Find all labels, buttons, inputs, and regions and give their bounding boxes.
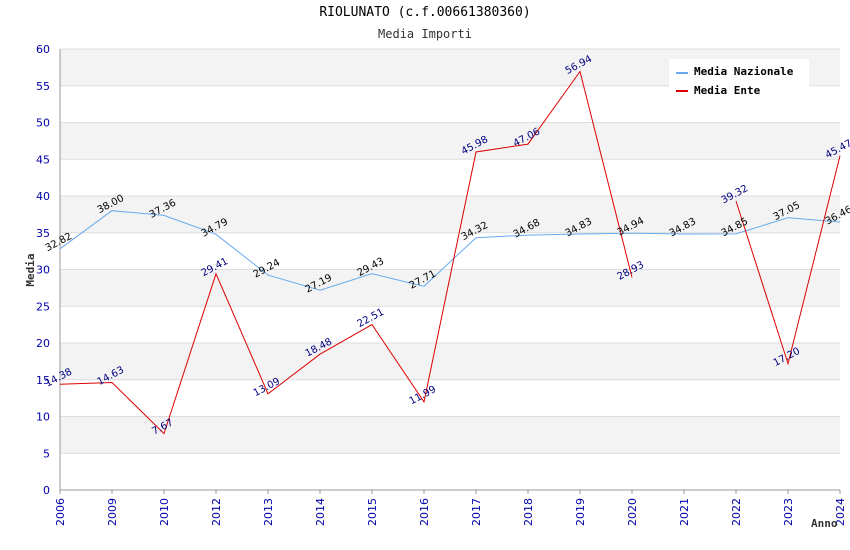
y-tick-label: 15 bbox=[36, 374, 50, 387]
legend-label-nazionale: Media Nazionale bbox=[694, 65, 794, 78]
x-tick-label: 2013 bbox=[262, 498, 275, 526]
legend: Media Nazionale Media Ente bbox=[669, 59, 809, 101]
series-line-media-nazionale bbox=[59, 210, 841, 291]
grid-band bbox=[60, 416, 840, 454]
chart-subtitle: Media Importi bbox=[378, 27, 472, 41]
y-tick-label: 50 bbox=[36, 117, 50, 130]
x-tick-label: 2012 bbox=[210, 498, 223, 526]
x-tick-label: 2019 bbox=[574, 498, 587, 526]
data-label: 11.99 bbox=[408, 384, 438, 407]
legend-label-ente: Media Ente bbox=[694, 84, 761, 97]
x-tick-label: 2015 bbox=[366, 498, 379, 526]
x-tick-label: 2016 bbox=[418, 498, 431, 526]
x-tick-label: 2023 bbox=[782, 498, 795, 526]
y-tick-label: 10 bbox=[36, 411, 50, 424]
y-axis-title: Media bbox=[24, 253, 37, 286]
y-tick-label: 40 bbox=[36, 190, 50, 203]
chart-title: RIOLUNATO (c.f.00661380360) bbox=[319, 5, 531, 20]
data-label: 22.51 bbox=[356, 307, 386, 330]
x-tick-label: 2024 bbox=[834, 498, 847, 526]
y-tick-label: 35 bbox=[36, 227, 50, 240]
x-tick-label: 2021 bbox=[678, 498, 691, 526]
y-tick-labels: 0 5 10 15 20 25 30 35 40 45 50 55 60 bbox=[36, 43, 50, 497]
y-tick-label: 30 bbox=[36, 264, 50, 277]
y-tick-label: 0 bbox=[43, 484, 50, 497]
x-tick-label: 2018 bbox=[522, 498, 535, 526]
y-tick-label: 5 bbox=[43, 447, 50, 460]
series-lines bbox=[59, 70, 841, 435]
y-tick-label: 60 bbox=[36, 43, 50, 56]
legend-box bbox=[669, 59, 809, 101]
x-tick-label: 2010 bbox=[158, 498, 171, 526]
x-axis-title: Anno bbox=[811, 517, 838, 530]
x-tick-label: 2009 bbox=[106, 498, 119, 526]
grid-band bbox=[60, 122, 840, 160]
y-tick-label: 45 bbox=[36, 153, 50, 166]
grid-bands bbox=[60, 48, 840, 491]
data-label: 14.38 bbox=[44, 367, 74, 390]
axes bbox=[59, 49, 840, 491]
x-tick-label: 2020 bbox=[626, 498, 639, 526]
grid-band bbox=[60, 343, 840, 380]
x-tick-labels: 2006 2009 2010 2012 2013 2014 2015 2016 2017 2018… bbox=[54, 490, 847, 526]
x-tick-label: 2006 bbox=[54, 498, 67, 526]
x-tick-label: 2022 bbox=[730, 498, 743, 526]
x-tick-label: 2017 bbox=[470, 498, 483, 526]
y-tick-label: 55 bbox=[36, 80, 50, 93]
y-tick-label: 20 bbox=[36, 337, 50, 350]
x-tick-label: 2014 bbox=[314, 498, 327, 526]
series-line-media-ente bbox=[59, 70, 841, 435]
y-tick-label: 25 bbox=[36, 300, 50, 313]
grid-band bbox=[60, 196, 840, 233]
